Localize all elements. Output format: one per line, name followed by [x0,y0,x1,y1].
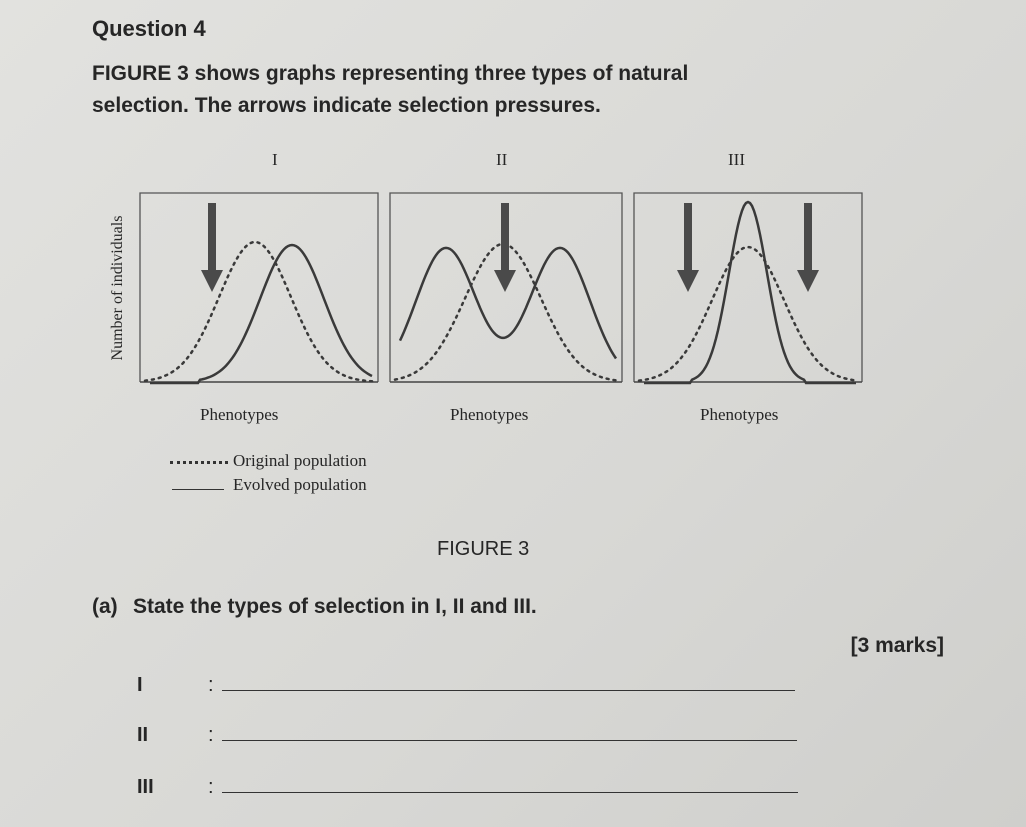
marks: [3 marks] [850,634,944,657]
selection-pressure-arrow-icon [208,203,216,271]
panel-label-i: I [272,150,278,169]
x-axis-label-i: Phenotypes [200,405,279,424]
evolved-population-curve [150,243,373,385]
x-axis-label-ii: Phenotypes [450,405,529,424]
graph-frame [389,192,623,382]
answer-line-ii[interactable] [222,740,797,741]
answer-colon: : [208,776,214,798]
selection-pressure-arrow-icon [804,203,812,271]
figure-caption: FIGURE 3 [437,538,530,560]
graph-frame [633,192,863,382]
selection-pressure-arrow-icon [501,203,509,271]
legend-solid-line [172,489,224,490]
evolved-population-curve [644,200,856,385]
arrow-head-icon [201,270,223,292]
answer-line-i[interactable] [222,690,795,691]
x-axis-label-iii: Phenotypes [700,405,779,424]
original-population-curve [637,245,859,382]
arrow-head-icon [797,270,819,292]
evolved-population-curve [398,246,618,360]
answer-label-i: I [137,674,143,696]
question-heading: Question 4 [92,16,206,41]
panel-label-ii: II [496,150,508,169]
panel-label-iii: III [728,150,745,169]
legend-dotted-line [170,461,228,464]
legend-original-population: Original population [233,451,367,470]
original-population-curve [143,240,375,383]
answer-colon: : [208,724,214,746]
selection-pressure-arrow-icon [684,203,692,271]
question-intro-line-1: FIGURE 3 shows graphs representing three… [92,62,689,85]
answer-line-iii[interactable] [222,792,798,793]
answer-label-ii: II [137,724,149,746]
question-intro-line-2: selection. The arrows indicate selection… [92,94,601,117]
legend-evolved-population: Evolved population [233,475,367,494]
answer-label-iii: III [137,776,154,798]
arrow-head-icon [677,270,699,292]
answer-colon: : [208,674,214,696]
part-a-label: (a) [92,595,118,618]
part-a-question: State the types of selection in I, II an… [133,595,537,618]
graph-frame [139,192,379,382]
arrow-head-icon [494,270,516,292]
